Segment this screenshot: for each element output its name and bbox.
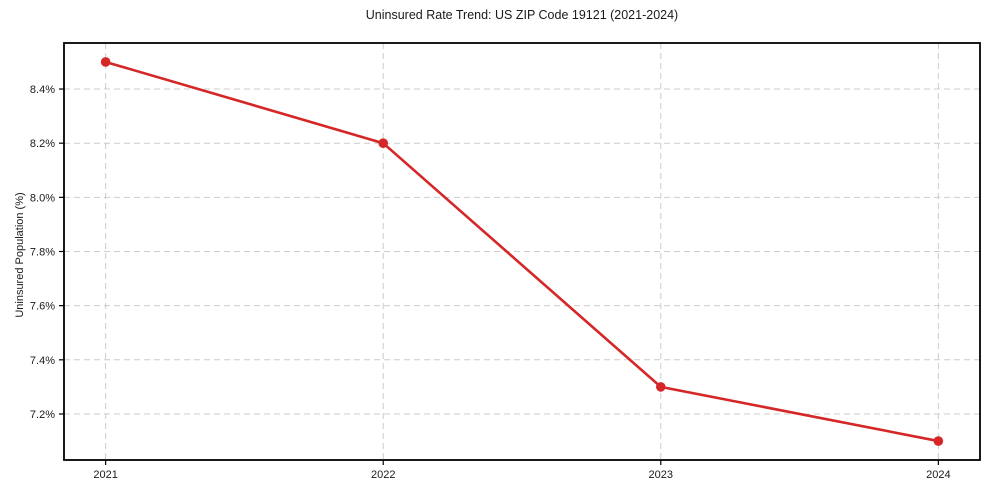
x-tick-label: 2023 — [649, 469, 673, 481]
data-point-marker — [100, 57, 111, 67]
x-tick-label: 2021 — [93, 469, 117, 481]
data-point-marker — [378, 138, 389, 148]
y-tick-label: 7.4% — [30, 355, 55, 367]
y-tick-label: 8.2% — [30, 138, 55, 150]
x-tick-label: 2022 — [371, 469, 395, 481]
y-tick-label: 8.4% — [30, 84, 55, 96]
y-tick-label: 7.6% — [30, 301, 55, 313]
y-tick-label: 7.8% — [30, 247, 55, 259]
y-tick-label: 7.2% — [30, 409, 55, 421]
chart-title: Uninsured Rate Trend: US ZIP Code 19121 … — [365, 8, 679, 22]
plot-border — [63, 42, 981, 461]
y-axis-label-text: Uninsured Population (%) — [14, 192, 26, 318]
x-tick-label: 2024 — [926, 469, 950, 481]
data-point-marker — [655, 382, 666, 392]
data-point-marker — [933, 436, 944, 446]
y-tick-label: 8.0% — [30, 192, 55, 204]
trend-line — [104, 60, 940, 443]
